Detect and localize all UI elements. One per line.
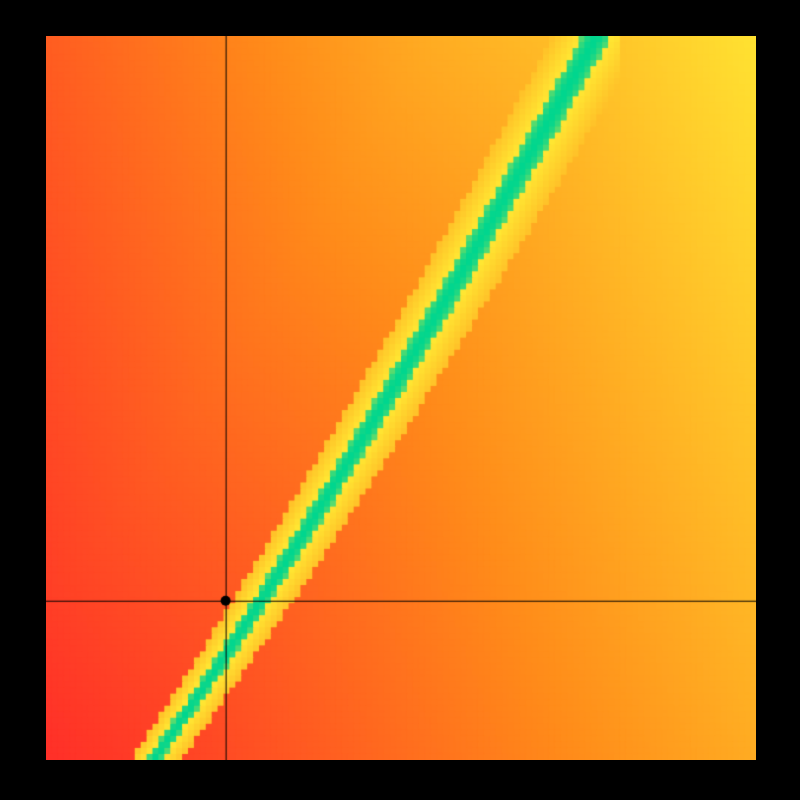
chart-container: TheBottleneck.com	[0, 0, 800, 800]
watermark-text: TheBottleneck.com	[562, 8, 756, 32]
bottleneck-heatmap	[46, 36, 756, 760]
